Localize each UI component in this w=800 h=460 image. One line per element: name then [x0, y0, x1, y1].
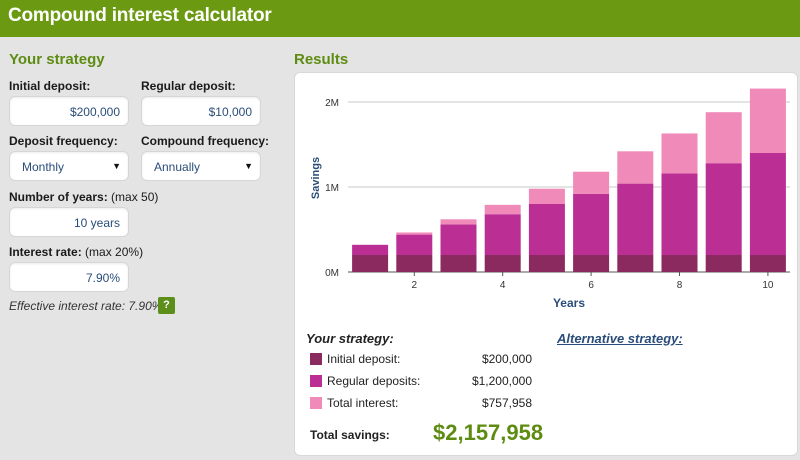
regular-deposit-label: Regular deposit:	[141, 79, 236, 93]
bar-segment	[573, 171, 610, 194]
bar-segment	[661, 133, 698, 174]
chevron-down-icon: ▼	[112, 161, 121, 171]
deposit-frequency-label: Deposit frequency:	[9, 134, 118, 148]
your-strategy-heading: Your strategy:	[306, 331, 394, 346]
help-icon[interactable]: ?	[158, 297, 175, 314]
legend-label: Total interest:	[327, 396, 399, 410]
y-tick-label: 2M	[325, 98, 339, 109]
legend-label: Regular deposits:	[327, 374, 421, 388]
savings-chart: 0M 1M 2M Savings 2 4 6 8 10 Years	[310, 88, 790, 310]
y-tick-label: 1M	[325, 183, 339, 194]
app-title: Compound interest calculator	[8, 5, 272, 26]
bar-segment	[484, 255, 521, 272]
bar-segment	[617, 183, 654, 255]
bar-segment	[352, 255, 389, 272]
years-label-text: Number of years:	[9, 190, 108, 204]
years-hint: (max 50)	[111, 190, 159, 204]
bar-segment	[705, 163, 742, 255]
bar-segment	[396, 255, 433, 272]
interest-hint: (max 20%)	[85, 245, 144, 259]
bar-segment	[528, 204, 565, 255]
legend-swatch	[310, 353, 322, 365]
bar-segment	[573, 193, 610, 255]
compound-frequency-value: Annually	[154, 160, 201, 174]
bar-segment	[661, 255, 698, 272]
title-bar: Compound interest calculator	[0, 0, 800, 37]
bar-segment	[484, 214, 521, 255]
total-savings-value: $2,157,958	[433, 420, 544, 445]
legend-swatch	[310, 375, 322, 387]
regular-deposit-value: $10,000	[208, 105, 252, 119]
bar-segment	[440, 255, 477, 272]
bar-segment	[749, 88, 786, 153]
interest-label: Interest rate: (max 20%)	[9, 245, 143, 259]
bar-segment	[661, 173, 698, 255]
deposit-frequency-value: Monthly	[22, 160, 65, 174]
results-title: Results	[294, 51, 349, 68]
initial-deposit-label: Initial deposit:	[9, 79, 91, 93]
bar-segment	[528, 188, 565, 204]
initial-deposit-value: $200,000	[69, 105, 120, 119]
years-value: 10 years	[73, 216, 120, 230]
effective-rate: Effective interest rate: 7.90%	[9, 299, 163, 313]
total-savings-label: Total savings:	[310, 428, 390, 442]
compound-frequency-select[interactable]: Annually ▼	[141, 151, 261, 181]
initial-deposit-input[interactable]: $200,000	[9, 96, 129, 126]
x-tick-label: 2	[412, 280, 418, 291]
bar-segment	[484, 204, 521, 215]
bar-segment	[396, 232, 433, 235]
x-axis-label: Years	[553, 296, 585, 310]
years-input[interactable]: 10 years	[9, 207, 129, 237]
chevron-down-icon: ▼	[244, 161, 253, 171]
strategy-title: Your strategy	[9, 51, 105, 68]
legend-amount: $1,200,000	[471, 374, 532, 388]
alternative-strategy-link[interactable]: Alternative strategy:	[557, 331, 683, 346]
bar-segment	[617, 151, 654, 184]
bar-segment	[749, 255, 786, 272]
compound-frequency-label: Compound frequency:	[141, 134, 269, 148]
bar-segment	[573, 255, 610, 272]
legend-initial-deposit: Initial deposit: $200,000	[310, 352, 532, 366]
legend-amount: $757,958	[481, 396, 532, 410]
interest-label-text: Interest rate:	[9, 245, 82, 259]
deposit-frequency-select[interactable]: Monthly ▼	[9, 151, 129, 181]
bar-segment	[440, 224, 477, 255]
legend-amount: $200,000	[481, 352, 532, 366]
y-axis-label: Savings	[310, 157, 322, 199]
years-label: Number of years: (max 50)	[9, 190, 158, 204]
legend-swatch	[310, 397, 322, 409]
bar-segment	[528, 255, 565, 272]
bar-segment	[440, 219, 477, 225]
legend-regular-deposits: Regular deposits: $1,200,000	[310, 374, 532, 388]
x-tick-label: 10	[762, 280, 774, 291]
legend-total-interest: Total interest: $757,958	[310, 396, 532, 410]
bar-segment	[396, 234, 433, 255]
y-tick-label: 0M	[325, 268, 339, 279]
bar-segment	[705, 255, 742, 272]
x-tick-label: 4	[500, 280, 506, 291]
x-tick-label: 8	[677, 280, 683, 291]
legend-label: Initial deposit:	[327, 352, 401, 366]
bar-segment	[352, 244, 389, 255]
bar-segment	[705, 112, 742, 164]
bar-segment	[617, 255, 654, 272]
regular-deposit-input[interactable]: $10,000	[141, 96, 261, 126]
x-tick-label: 6	[588, 280, 594, 291]
interest-value: 7.90%	[85, 271, 120, 285]
bar-segment	[749, 153, 786, 255]
interest-input[interactable]: 7.90%	[9, 262, 129, 292]
